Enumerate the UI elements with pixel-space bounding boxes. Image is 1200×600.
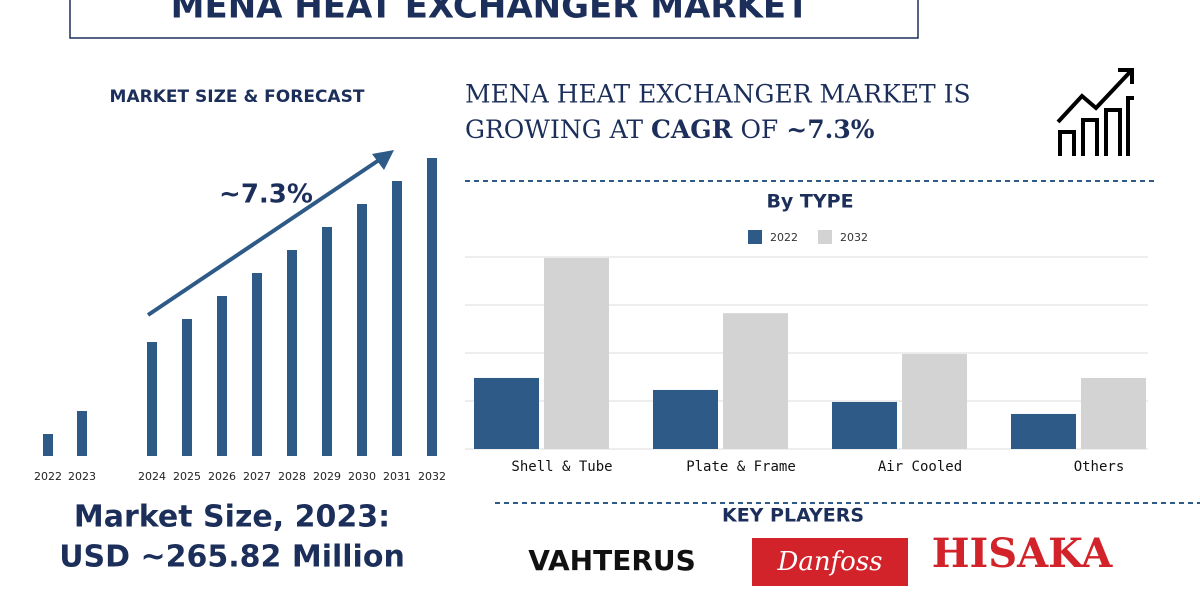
legend-swatch bbox=[748, 230, 762, 244]
arrow-head bbox=[372, 150, 394, 170]
company-logo: Danfoss bbox=[776, 547, 882, 577]
bar bbox=[252, 273, 262, 456]
legend-label: 2032 bbox=[840, 231, 868, 244]
headline-part: GROWING AT bbox=[465, 115, 643, 144]
x-tick-label: 2028 bbox=[278, 470, 306, 483]
bar bbox=[544, 257, 609, 449]
x-tick-label: Shell & Tube bbox=[511, 459, 612, 475]
bar bbox=[1081, 377, 1146, 449]
bar bbox=[147, 342, 157, 456]
bar bbox=[77, 411, 87, 456]
right-chart-title: By TYPE bbox=[766, 191, 853, 213]
bar bbox=[832, 401, 897, 449]
bar bbox=[902, 353, 967, 449]
x-tick-label: 2025 bbox=[173, 470, 201, 483]
page-title: MENA HEAT EXCHANGER MARKET bbox=[171, 0, 811, 27]
x-tick-label: 2026 bbox=[208, 470, 236, 483]
company-logo: HISAKA bbox=[932, 530, 1114, 577]
title-box bbox=[69, 0, 919, 39]
x-tick-label: 2022 bbox=[34, 470, 62, 483]
market-size: Market Size, 2023: bbox=[74, 500, 390, 535]
headline-part: OF bbox=[740, 115, 778, 144]
x-tick-label: Plate & Frame bbox=[686, 459, 796, 475]
headline: MENA HEAT EXCHANGER MARKET IS bbox=[465, 80, 971, 109]
market-size: USD ~265.82 Million bbox=[59, 540, 405, 575]
x-tick-label: 2032 bbox=[418, 470, 446, 483]
bar bbox=[182, 319, 192, 456]
legend-label: 2022 bbox=[770, 231, 798, 244]
left-chart-title: MARKET SIZE & FORECAST bbox=[110, 87, 365, 107]
bar bbox=[1011, 413, 1076, 449]
x-tick-label: Others bbox=[1074, 459, 1125, 475]
logo-box bbox=[752, 538, 908, 586]
growth-icon bbox=[1056, 68, 1134, 156]
x-tick-label: 2030 bbox=[348, 470, 376, 483]
x-tick-label: 2024 bbox=[138, 470, 166, 483]
bar bbox=[427, 158, 437, 456]
bar bbox=[43, 434, 53, 456]
bar bbox=[217, 296, 227, 456]
legend-swatch bbox=[818, 230, 832, 244]
bar bbox=[322, 227, 332, 456]
cagr-annotation: ~7.3% bbox=[219, 180, 313, 210]
headline: GROWING AT CAGR OF ~7.3% bbox=[465, 115, 875, 144]
x-tick-label: 2023 bbox=[68, 470, 96, 483]
bar bbox=[392, 181, 402, 456]
bar bbox=[474, 377, 539, 449]
key-players-title: KEY PLAYERS bbox=[722, 505, 864, 527]
x-tick-label: 2031 bbox=[383, 470, 411, 483]
x-tick-label: Air Cooled bbox=[878, 459, 962, 475]
bar bbox=[653, 389, 718, 449]
bar bbox=[357, 204, 367, 456]
bar bbox=[723, 313, 788, 449]
company-logo: VAHTERUS bbox=[528, 544, 696, 577]
growth-arrow bbox=[146, 156, 384, 317]
headline-part: ~7.3% bbox=[786, 115, 874, 144]
x-tick-label: 2029 bbox=[313, 470, 341, 483]
bar bbox=[287, 250, 297, 456]
x-tick-label: 2027 bbox=[243, 470, 271, 483]
headline-part: CAGR bbox=[651, 115, 733, 144]
